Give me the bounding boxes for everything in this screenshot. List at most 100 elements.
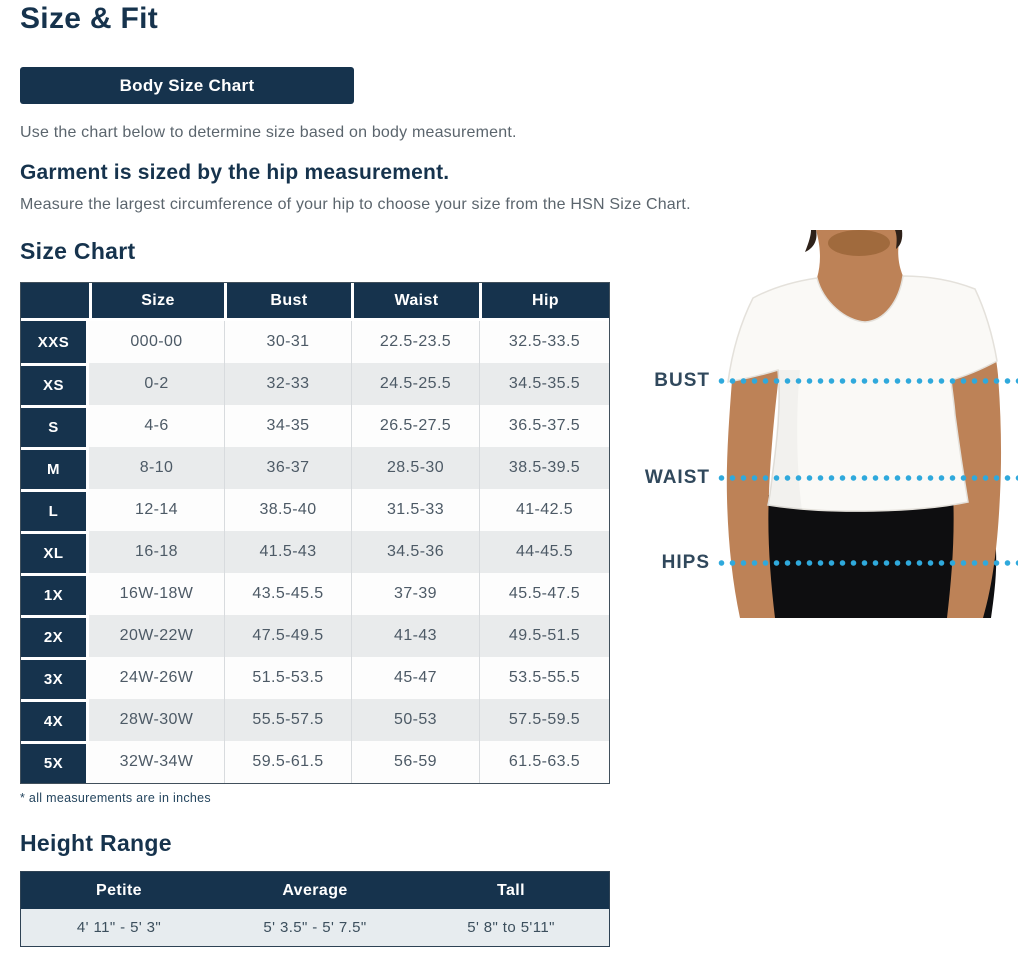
hip-cell: 61.5-63.5 (479, 741, 609, 783)
tall-range-cell: 5' 8" to 5'11" (413, 909, 609, 946)
table-row-2x: 2X 20W-22W 47.5-49.5 41-43 49.5-51.5 (21, 615, 609, 657)
size-cell: 0-2 (89, 363, 224, 405)
bust-cell: 43.5-45.5 (224, 573, 351, 615)
height-range-heading: Height Range (20, 830, 172, 856)
hip-cell: 36.5-37.5 (479, 405, 609, 447)
column-header-petite: Petite (21, 872, 217, 909)
waist-cell: 31.5-33 (351, 489, 479, 531)
waist-label: WAIST (644, 467, 710, 488)
hip-cell: 57.5-59.5 (479, 699, 609, 741)
hip-cell: 34.5-35.5 (479, 363, 609, 405)
petite-range-cell: 4' 11" - 5' 3" (21, 909, 217, 946)
page-title: Size & Fit (20, 2, 159, 35)
bust-cell: 32-33 (224, 363, 351, 405)
garment-instruction: Measure the largest circumference of you… (20, 196, 691, 213)
size-cell: 16-18 (89, 531, 224, 573)
bust-label: BUST (654, 370, 710, 391)
size-cell: 8-10 (89, 447, 224, 489)
size-chart-header-row: Size Bust Waist Hip (21, 283, 609, 321)
waist-dotted-line (716, 474, 1018, 482)
bust-measurement-row: BUST (620, 367, 1018, 395)
bust-cell: 30-31 (224, 321, 351, 363)
size-cell: 32W-34W (89, 741, 224, 783)
size-cell: 000-00 (89, 321, 224, 363)
size-cell: 12-14 (89, 489, 224, 531)
table-row-m: M 8-10 36-37 28.5-30 38.5-39.5 (21, 447, 609, 489)
size-cell: 20W-22W (89, 615, 224, 657)
row-label: S (21, 405, 89, 447)
column-header-waist: Waist (351, 283, 479, 321)
row-label: M (21, 447, 89, 489)
waist-cell: 50-53 (351, 699, 479, 741)
row-label: XL (21, 531, 89, 573)
table-row-xxs: XXS 000-00 30-31 22.5-23.5 32.5-33.5 (21, 321, 609, 363)
garment-heading: Garment is sized by the hip measurement. (20, 161, 450, 184)
height-range-table: Petite Average Tall 4' 11" - 5' 3" 5' 3.… (20, 871, 610, 947)
waist-cell: 26.5-27.5 (351, 405, 479, 447)
bust-cell: 38.5-40 (224, 489, 351, 531)
table-row-xl: XL 16-18 41.5-43 34.5-36 44-45.5 (21, 531, 609, 573)
size-cell: 4-6 (89, 405, 224, 447)
table-row-4x: 4X 28W-30W 55.5-57.5 50-53 57.5-59.5 (21, 699, 609, 741)
hips-label: HIPS (661, 552, 710, 573)
column-header-size: Size (89, 283, 224, 321)
height-range-header-row: Petite Average Tall (21, 872, 609, 909)
row-label: 4X (21, 699, 89, 741)
waist-cell: 56-59 (351, 741, 479, 783)
bust-cell: 47.5-49.5 (224, 615, 351, 657)
waist-cell: 24.5-25.5 (351, 363, 479, 405)
hip-cell: 38.5-39.5 (479, 447, 609, 489)
size-chart-table: Size Bust Waist Hip XXS 000-00 30-31 22.… (20, 282, 610, 784)
row-label: 3X (21, 657, 89, 699)
waist-cell: 45-47 (351, 657, 479, 699)
bust-cell: 51.5-53.5 (224, 657, 351, 699)
row-label: XXS (21, 321, 89, 363)
column-header-bust: Bust (224, 283, 351, 321)
bust-cell: 36-37 (224, 447, 351, 489)
row-label: 2X (21, 615, 89, 657)
table-row-l: L 12-14 38.5-40 31.5-33 41-42.5 (21, 489, 609, 531)
waist-cell: 22.5-23.5 (351, 321, 479, 363)
table-row-1x: 1X 16W-18W 43.5-45.5 37-39 45.5-47.5 (21, 573, 609, 615)
row-label: 1X (21, 573, 89, 615)
waist-cell: 34.5-36 (351, 531, 479, 573)
waist-measurement-row: WAIST (620, 464, 1018, 492)
intro-text: Use the chart below to determine size ba… (20, 124, 517, 141)
hip-cell: 41-42.5 (479, 489, 609, 531)
bust-cell: 59.5-61.5 (224, 741, 351, 783)
waist-cell: 37-39 (351, 573, 479, 615)
bust-cell: 34-35 (224, 405, 351, 447)
hip-cell: 32.5-33.5 (479, 321, 609, 363)
measurement-figure: BUST WAIST HIPS (620, 230, 1024, 620)
bust-cell: 55.5-57.5 (224, 699, 351, 741)
row-label: L (21, 489, 89, 531)
bust-dotted-line (716, 377, 1018, 385)
hips-measurement-row: HIPS (620, 549, 1018, 577)
column-header-tall: Tall (413, 872, 609, 909)
size-chart-corner-cell (21, 283, 89, 321)
average-range-cell: 5' 3.5" - 5' 7.5" (217, 909, 413, 946)
size-cell: 28W-30W (89, 699, 224, 741)
hip-cell: 45.5-47.5 (479, 573, 609, 615)
column-header-average: Average (217, 872, 413, 909)
hip-cell: 53.5-55.5 (479, 657, 609, 699)
size-chart-heading: Size Chart (20, 238, 136, 264)
table-row-xs: XS 0-2 32-33 24.5-25.5 34.5-35.5 (21, 363, 609, 405)
size-cell: 16W-18W (89, 573, 224, 615)
size-cell: 24W-26W (89, 657, 224, 699)
row-label: XS (21, 363, 89, 405)
waist-cell: 28.5-30 (351, 447, 479, 489)
row-label: 5X (21, 741, 89, 783)
hip-cell: 49.5-51.5 (479, 615, 609, 657)
measurements-footnote: * all measurements are in inches (20, 791, 211, 805)
hips-dotted-line (716, 559, 1018, 567)
table-row-s: S 4-6 34-35 26.5-27.5 36.5-37.5 (21, 405, 609, 447)
body-size-chart-button[interactable]: Body Size Chart (20, 67, 354, 104)
table-row-3x: 3X 24W-26W 51.5-53.5 45-47 53.5-55.5 (21, 657, 609, 699)
hip-cell: 44-45.5 (479, 531, 609, 573)
height-range-value-row: 4' 11" - 5' 3" 5' 3.5" - 5' 7.5" 5' 8" t… (21, 909, 609, 946)
bust-cell: 41.5-43 (224, 531, 351, 573)
waist-cell: 41-43 (351, 615, 479, 657)
table-row-5x: 5X 32W-34W 59.5-61.5 56-59 61.5-63.5 (21, 741, 609, 783)
